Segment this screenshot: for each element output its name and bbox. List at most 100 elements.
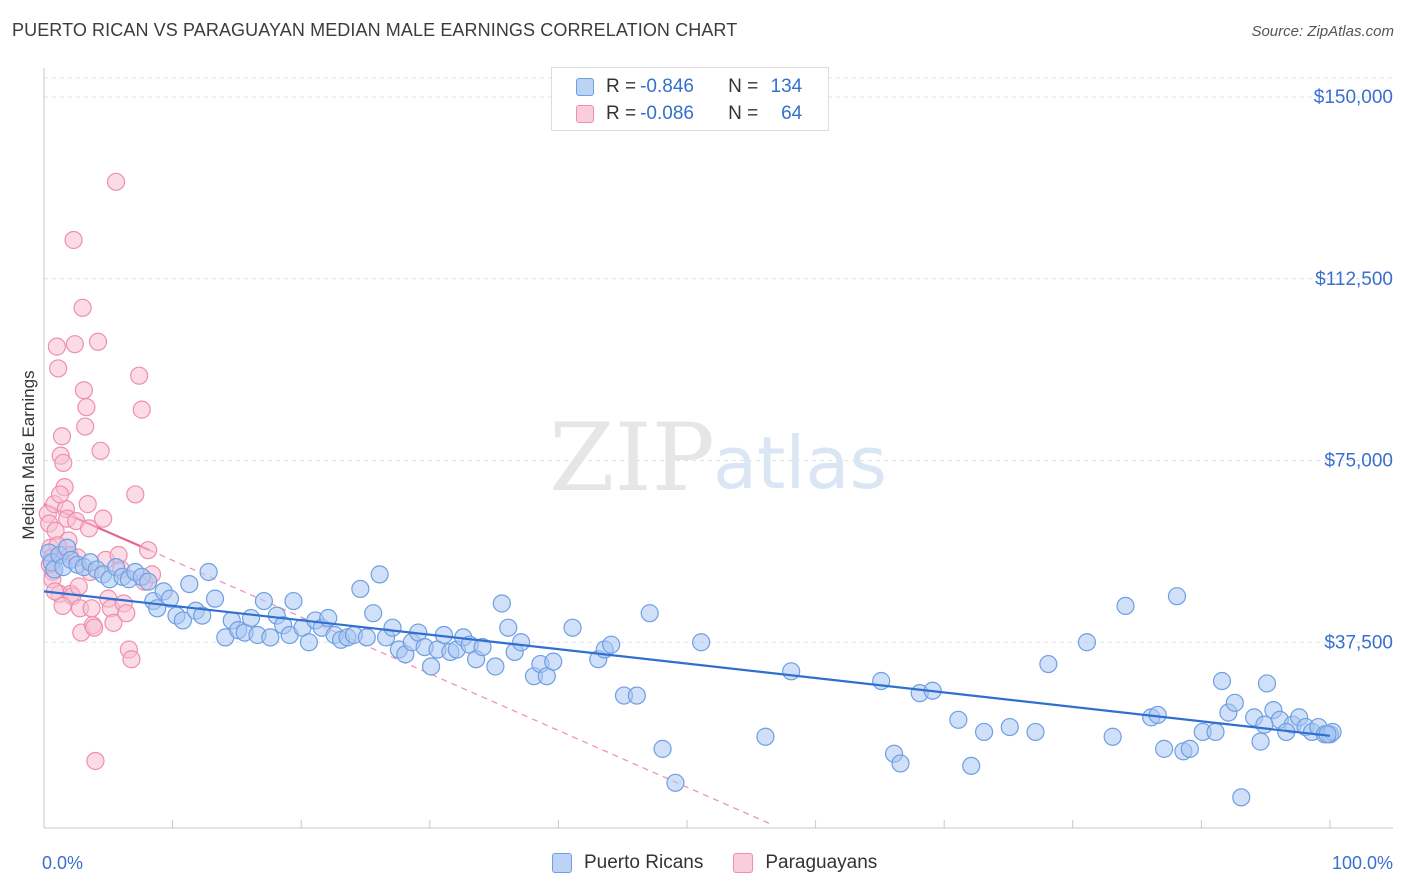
paraguayans-point <box>82 599 101 618</box>
paraguayans-point <box>54 453 73 473</box>
paraguayans-point <box>85 618 104 637</box>
r-label: R = <box>606 103 637 124</box>
watermark: ZIP atlas <box>549 404 887 513</box>
paraguayans-point <box>77 398 96 417</box>
puerto-ricans-point <box>1116 596 1135 616</box>
puerto-ricans-point <box>173 611 192 630</box>
puerto-ricans-point <box>1212 671 1232 691</box>
grid-lines <box>44 77 1393 643</box>
puerto-ricans-point <box>640 604 659 623</box>
paraguayans-point <box>65 335 84 354</box>
puerto-ricans-point <box>492 594 511 613</box>
y-tick-label: $150,000 <box>1314 87 1393 108</box>
x-tick-label-max: 100.0% <box>1332 853 1393 873</box>
puerto-ricans-point <box>974 722 994 742</box>
puerto-ricans-point <box>254 591 274 611</box>
paraguayans-point <box>52 427 72 446</box>
puerto-ricans-point <box>1257 674 1277 693</box>
puerto-ricans-point <box>205 589 225 608</box>
r-value: -0.846 <box>640 76 694 97</box>
puerto-ricans-points <box>40 538 1342 807</box>
puerto-ricans-point <box>782 662 801 681</box>
paraguayans-point <box>79 519 99 538</box>
puerto-ricans-point <box>1077 633 1097 652</box>
r-value: -0.086 <box>640 103 694 124</box>
paraguayans-point <box>69 577 88 596</box>
y-tick-labels: $37,500 $75,000 $112,500 $150,000 <box>1314 87 1393 653</box>
series-legend: Puerto Ricans Paraguayans <box>552 852 907 874</box>
puerto-ricans-point <box>351 579 370 599</box>
puerto-ricans-point <box>261 628 280 647</box>
paraguayans-point <box>86 751 105 771</box>
paraguayans-point <box>73 298 92 317</box>
paraguayans-point <box>88 332 108 351</box>
puerto-ricans-point <box>370 565 389 584</box>
puerto-ricans-point <box>563 618 582 637</box>
legend-item-puerto-ricans[interactable]: Puerto Ricans <box>552 852 703 874</box>
puerto-ricans-point <box>499 618 518 637</box>
puerto-ricans-point <box>486 657 505 676</box>
n-value: 134 <box>770 76 803 97</box>
y-tick-label: $75,000 <box>1324 451 1393 472</box>
r-label: R = <box>606 76 637 97</box>
stats-row-paraguayans: R = -0.086 N = 64 <box>576 101 802 127</box>
puerto-ricans-point <box>199 562 218 582</box>
paraguayans-point <box>47 337 66 356</box>
puerto-ricans-point <box>473 637 492 657</box>
y-tick-label: $37,500 <box>1324 632 1393 653</box>
puerto-ricans-point <box>1167 587 1187 606</box>
puerto-ricans-point <box>756 727 775 746</box>
paraguayans-point <box>64 230 83 250</box>
paraguayans-swatch <box>576 105 594 123</box>
puerto-ricans-point <box>602 635 621 654</box>
stats-legend: R = -0.846 N = 134 R = -0.086 N = 64 <box>551 67 829 131</box>
paraguayans-point <box>132 400 151 419</box>
paraguayans-point <box>126 485 145 504</box>
puerto-ricans-point <box>364 604 383 623</box>
watermark-atlas: atlas <box>713 421 887 505</box>
puerto-ricans-point <box>180 574 199 594</box>
puerto-ricans-point <box>692 633 711 652</box>
puerto-ricans-trend-line <box>43 590 1331 737</box>
puerto-ricans-point <box>627 686 646 705</box>
paraguayans-point <box>139 541 158 560</box>
puerto-ricans-trend <box>43 590 1331 737</box>
puerto-ricans-point <box>666 773 685 792</box>
paraguayans-legend-swatch <box>733 853 754 873</box>
legend-item-paraguayans[interactable]: Paraguayans <box>733 852 877 874</box>
paraguayans-point <box>53 596 72 616</box>
n-label: N = <box>728 103 759 124</box>
puerto-ricans-point <box>512 633 531 652</box>
puerto-ricans-point <box>1255 715 1274 734</box>
puerto-ricans-point <box>1251 732 1270 751</box>
source-label: Source: ZipAtlas.com <box>1251 23 1394 40</box>
puerto-ricans-point <box>1225 693 1244 712</box>
paraguayans-point <box>76 417 95 436</box>
paraguayans-point <box>104 613 123 632</box>
stats-row-puerto-ricans: R = -0.846 N = 134 <box>576 74 802 100</box>
puerto-ricans-point <box>1000 717 1019 737</box>
puerto-ricans-point <box>1206 722 1225 742</box>
puerto-ricans-point <box>357 628 376 647</box>
puerto-ricans-point <box>1026 722 1045 742</box>
puerto-ricans-point <box>299 633 319 652</box>
puerto-ricans-point <box>1232 788 1251 807</box>
puerto-ricans-point <box>284 591 303 611</box>
axes <box>43 68 1393 829</box>
puerto-ricans-point <box>383 618 402 637</box>
legend-label: Paraguayans <box>765 852 878 873</box>
puerto-ricans-legend-swatch <box>552 853 572 873</box>
y-axis-label: Median Male Earnings <box>19 370 38 539</box>
puerto-ricans-point <box>962 756 981 775</box>
puerto-ricans-point <box>193 606 212 625</box>
legend-label: Puerto Ricans <box>584 852 704 873</box>
y-tick-label: $112,500 <box>1315 269 1393 290</box>
paraguayans-point <box>78 495 97 514</box>
paraguayans-point <box>50 485 70 504</box>
puerto-ricans-point <box>160 589 180 608</box>
puerto-ricans-point <box>544 652 563 671</box>
puerto-ricans-point <box>1039 654 1058 674</box>
paraguayans-point <box>74 381 93 400</box>
puerto-ricans-point <box>891 754 910 773</box>
puerto-ricans-swatch <box>576 78 594 96</box>
